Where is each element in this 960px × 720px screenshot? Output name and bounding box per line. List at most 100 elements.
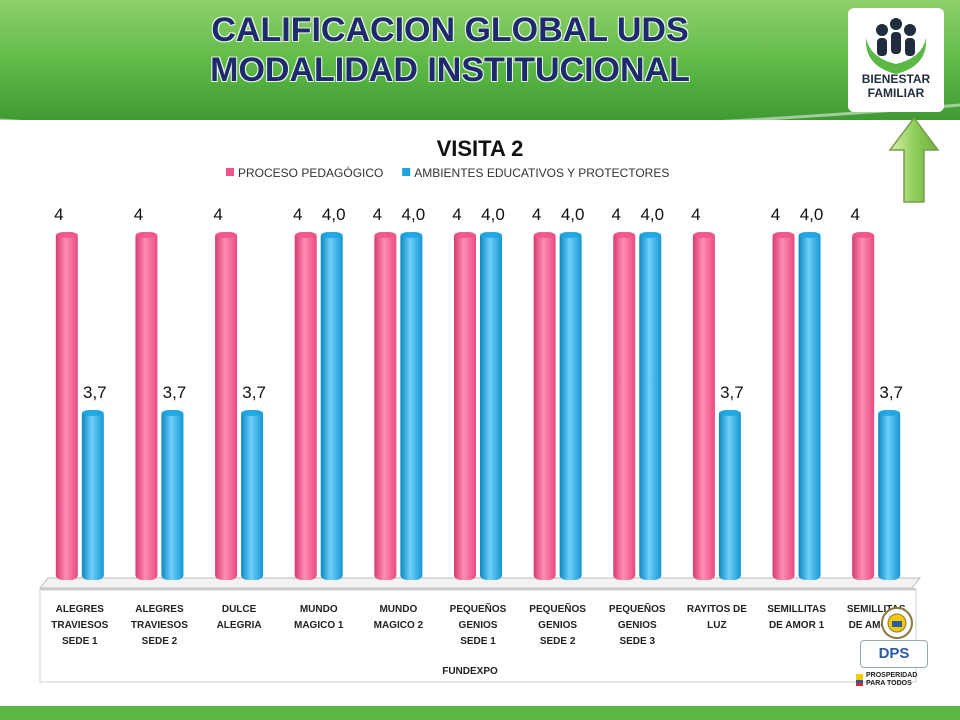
category-label: MAGICO 1 bbox=[294, 620, 344, 631]
bar-cap bbox=[135, 232, 158, 238]
data-label: 4 bbox=[691, 205, 700, 224]
bar-cap bbox=[878, 410, 901, 416]
chart-title: VISITA 2 bbox=[437, 136, 524, 161]
category-axis-box bbox=[39, 589, 917, 683]
category-label: SEDE 2 bbox=[540, 636, 576, 647]
bar bbox=[613, 232, 636, 580]
prosperidad-line-1: PROSPERIDAD bbox=[866, 672, 918, 679]
bar bbox=[692, 232, 715, 580]
data-label: 3,7 bbox=[242, 383, 266, 402]
data-label: 4 bbox=[54, 205, 63, 224]
data-label: 4,0 bbox=[481, 205, 505, 224]
bar bbox=[374, 232, 397, 580]
category-label: SEDE 3 bbox=[619, 636, 655, 647]
bar bbox=[294, 232, 317, 580]
data-label: 3,7 bbox=[163, 383, 187, 402]
category-label: SEMILLITAS bbox=[767, 604, 826, 615]
category-label: PEQUEÑOS bbox=[529, 602, 586, 615]
bar-cap bbox=[718, 410, 741, 416]
bar-cap bbox=[772, 232, 795, 238]
category-label: GENIOS bbox=[459, 620, 498, 631]
bar-cap bbox=[374, 232, 397, 238]
data-label: 4 bbox=[452, 205, 461, 224]
bar-cap bbox=[559, 232, 582, 238]
data-label: 4,0 bbox=[800, 205, 824, 224]
bar-cap bbox=[533, 232, 556, 238]
bar bbox=[639, 232, 662, 580]
bar-cap bbox=[215, 232, 238, 238]
bar-cap bbox=[161, 410, 184, 416]
data-label: 3,7 bbox=[879, 383, 903, 402]
x-axis-line bbox=[40, 588, 916, 590]
data-label: 4,0 bbox=[561, 205, 585, 224]
bar bbox=[878, 410, 901, 580]
bar bbox=[772, 232, 795, 580]
category-label: ALEGRIA bbox=[217, 620, 262, 631]
legend-label: AMBIENTES EDUCATIVOS Y PROTECTORES bbox=[414, 166, 669, 180]
legend-swatch bbox=[402, 168, 411, 176]
category-label: LUZ bbox=[707, 620, 726, 631]
category-label: SEDE 1 bbox=[62, 636, 98, 647]
prosperidad-flag-icon bbox=[856, 674, 863, 686]
bar bbox=[480, 232, 502, 580]
bottom-band bbox=[0, 706, 960, 720]
category-label: ALEGRES bbox=[56, 604, 105, 615]
bar bbox=[852, 232, 875, 580]
data-label: 4 bbox=[134, 205, 143, 224]
bar-cap bbox=[320, 232, 343, 238]
bar bbox=[215, 232, 238, 580]
title-line-2: MODALIDAD INSTITUCIONAL bbox=[210, 51, 690, 89]
data-label: 4,0 bbox=[322, 205, 346, 224]
prosperidad-logo: PROSPERIDAD PARA TODOS bbox=[866, 672, 946, 688]
bar bbox=[400, 232, 423, 580]
data-label: 4 bbox=[293, 205, 302, 224]
bar-cap bbox=[294, 232, 317, 238]
data-label: 3,7 bbox=[720, 383, 744, 402]
category-label: RAYITOS DE bbox=[687, 604, 747, 615]
category-label: MUNDO bbox=[379, 604, 417, 615]
category-label: SEDE 1 bbox=[460, 636, 496, 647]
category-label: GENIOS bbox=[618, 620, 657, 631]
title-line-1: CALIFICACION GLOBAL UDS bbox=[211, 11, 689, 49]
category-label: ALEGRES bbox=[135, 604, 184, 615]
category-label: GENIOS bbox=[538, 620, 577, 631]
bar bbox=[55, 232, 78, 580]
bar-cap bbox=[852, 232, 875, 238]
data-label: 4 bbox=[373, 205, 382, 224]
x-axis-title: FUNDEXPO bbox=[442, 666, 498, 677]
data-label: 4,0 bbox=[640, 205, 664, 224]
category-label: MAGICO 2 bbox=[374, 620, 424, 631]
dps-logo: DPS bbox=[860, 640, 928, 668]
category-label: DE AMOR 1 bbox=[769, 620, 825, 631]
bar-chart: VISITA 2 PROCESO PEDAGÓGICO AMBIENTES EDUC… bbox=[38, 136, 922, 683]
legend-label: PROCESO PEDAGÓGICO bbox=[238, 165, 383, 180]
legend-swatch bbox=[226, 168, 234, 176]
logo-line-1: BIENESTAR bbox=[861, 72, 931, 86]
data-label: 4,0 bbox=[402, 205, 426, 224]
logo-line-2: FAMILIAR bbox=[867, 86, 925, 100]
bar bbox=[161, 410, 184, 580]
bar-cap bbox=[241, 410, 264, 416]
bar bbox=[454, 232, 476, 580]
bar-cap bbox=[639, 232, 662, 238]
bar bbox=[81, 410, 104, 580]
bar bbox=[718, 410, 741, 580]
bar-cap bbox=[798, 232, 821, 238]
bar bbox=[320, 232, 343, 580]
bar-cap bbox=[613, 232, 636, 238]
category-label: MUNDO bbox=[300, 604, 338, 615]
bar bbox=[533, 232, 556, 580]
data-label: 4 bbox=[612, 205, 621, 224]
bienestar-familiar-logo-icon bbox=[848, 8, 944, 112]
bar bbox=[798, 232, 821, 580]
up-arrow-icon[interactable] bbox=[888, 116, 940, 206]
category-label: DULCE bbox=[222, 604, 257, 615]
bar bbox=[241, 410, 264, 580]
data-label: 4 bbox=[532, 205, 541, 224]
bar bbox=[135, 232, 158, 580]
bar-cap bbox=[55, 232, 78, 238]
category-label: TRAVIESOS bbox=[51, 620, 108, 631]
category-label: SEDE 2 bbox=[142, 636, 178, 647]
prosperidad-line-2: PARA TODOS bbox=[866, 680, 912, 687]
bar-cap bbox=[81, 410, 104, 416]
